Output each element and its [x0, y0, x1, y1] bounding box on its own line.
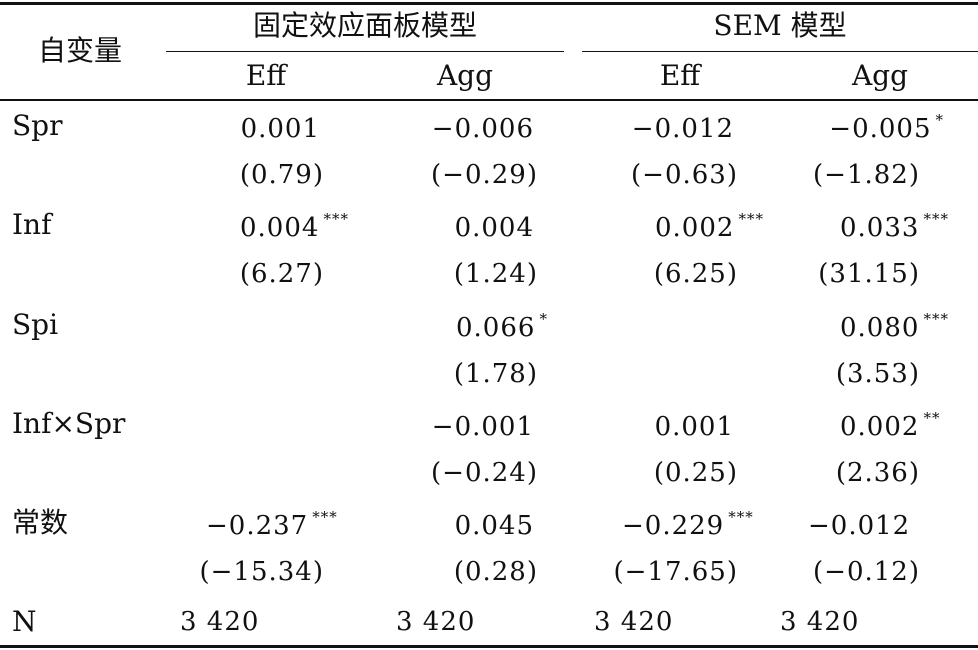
- fixed-effects-group-header: 固定效应面板模型: [252, 9, 477, 42]
- t-stat-cell: (6.25): [653, 259, 738, 289]
- fe-group-rule: [166, 51, 564, 52]
- t-stat-cell: (0.28): [453, 557, 538, 587]
- t-stat-cell: (0.79): [239, 160, 324, 190]
- header-bottom-rule: [0, 99, 978, 101]
- coef-cell: 0.001: [240, 114, 320, 144]
- row-label-constant: 常数: [12, 506, 69, 539]
- sub-header-sem-eff: Eff: [659, 59, 701, 92]
- n-value-cell: 3 420: [396, 607, 476, 637]
- coef-cell: −0.237 ***: [206, 508, 338, 541]
- bottom-rule: [0, 645, 978, 648]
- sem-group-header: SEM 模型: [713, 9, 847, 42]
- sub-header-fe-eff: Eff: [245, 59, 287, 92]
- coef-cell: 0.066 *: [456, 310, 548, 343]
- coef-cell: 0.004: [454, 213, 534, 243]
- coef-cell: −0.001: [431, 412, 534, 442]
- t-stat-cell: (−0.24): [431, 458, 538, 488]
- top-rule: [0, 2, 978, 5]
- row-label-n: N: [12, 605, 37, 638]
- coef-cell: −0.006: [431, 114, 534, 144]
- variable-header: 自变量: [38, 34, 123, 67]
- row-label-inf-x-spr: Inf×Spr: [12, 407, 126, 440]
- coef-cell: 0.080 ***: [840, 310, 949, 343]
- t-stat-cell: (1.78): [453, 359, 538, 389]
- t-stat-cell: (−1.82): [813, 160, 920, 190]
- coef-cell: −0.012: [631, 114, 734, 144]
- coef-cell: −0.229 ***: [622, 508, 754, 541]
- sub-header-sem-agg: Agg: [851, 59, 909, 92]
- t-stat-cell: (3.53): [835, 359, 920, 389]
- coef-cell: 0.002 ***: [655, 210, 764, 243]
- sem-group-rule: [582, 51, 978, 52]
- row-label-spr: Spr: [12, 109, 63, 142]
- row-label-spi: Spi: [12, 308, 59, 341]
- coef-cell: 0.033 ***: [840, 210, 949, 243]
- coef-cell: −0.005 *: [829, 111, 944, 144]
- t-stat-cell: (−17.65): [613, 557, 738, 587]
- t-stat-cell: (−0.29): [431, 160, 538, 190]
- t-stat-cell: (−0.63): [631, 160, 738, 190]
- t-stat-cell: (2.36): [835, 458, 920, 488]
- t-stat-cell: (1.24): [453, 259, 538, 289]
- t-stat-cell: (−15.34): [199, 557, 324, 587]
- t-stat-cell: (6.27): [239, 259, 324, 289]
- sub-header-fe-agg: Agg: [436, 59, 494, 92]
- n-value-cell: 3 420: [780, 607, 860, 637]
- n-value-cell: 3 420: [594, 607, 674, 637]
- t-stat-cell: (0.25): [653, 458, 738, 488]
- coef-cell: 0.004 ***: [240, 210, 349, 243]
- coef-cell: 0.045: [454, 511, 534, 541]
- n-value-cell: 3 420: [180, 607, 260, 637]
- t-stat-cell: (31.15): [818, 259, 920, 289]
- row-label-inf: Inf: [12, 208, 52, 241]
- coef-cell: 0.001: [654, 412, 734, 442]
- coef-cell: 0.002 **: [840, 409, 941, 442]
- t-stat-cell: (−0.12): [813, 557, 920, 587]
- coef-cell: −0.012: [808, 511, 911, 541]
